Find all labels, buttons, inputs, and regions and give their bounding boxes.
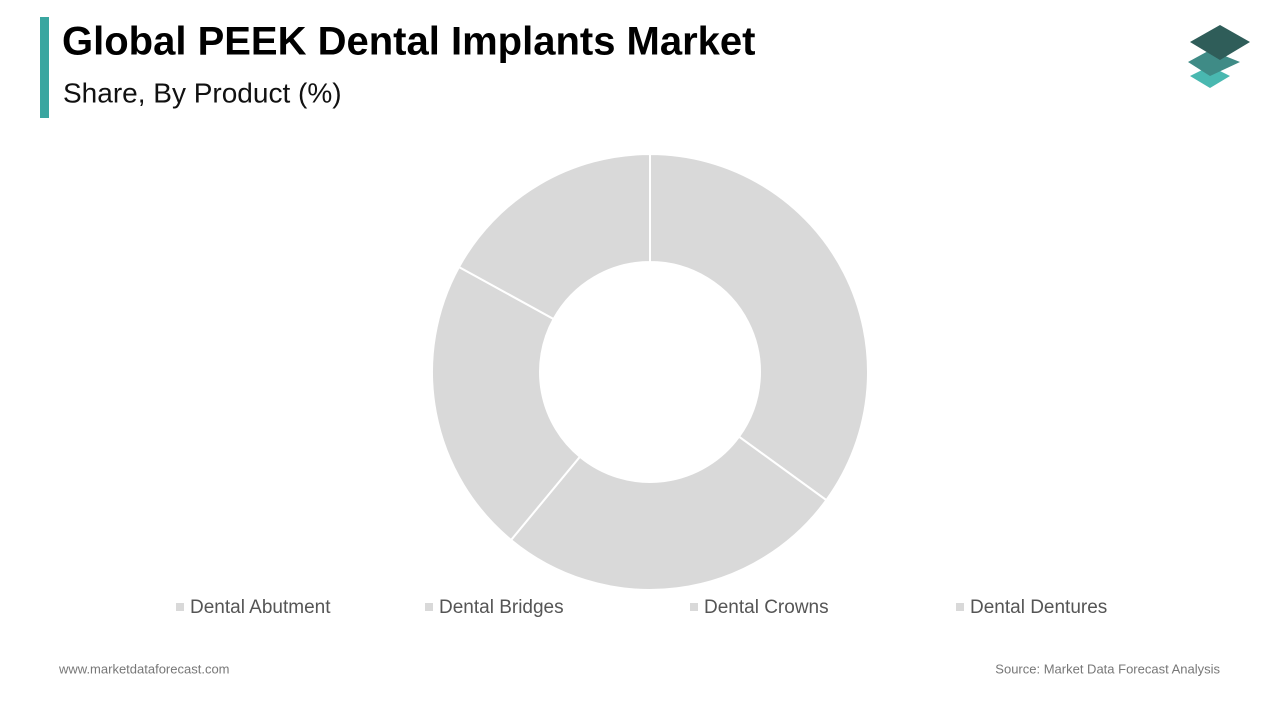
legend-marker [176,603,184,611]
footer-website: www.marketdataforecast.com [58,661,230,676]
legend-label: Dental Dentures [970,597,1107,618]
legend-label: Dental Abutment [190,597,331,618]
title-accent [40,17,49,118]
donut-segment [649,152,869,502]
chart-title: Global PEEK Dental Implants Market [62,20,756,64]
donut-segment [457,152,651,321]
legend-marker [690,603,698,611]
legend-marker [956,603,964,611]
donut-segment [509,435,828,591]
legend-marker [425,603,433,611]
donut-segment [431,265,582,542]
legend-label: Dental Crowns [704,597,829,618]
legend-label: Dental Bridges [439,597,564,618]
chart-subtitle: Share, By Product (%) [63,77,342,108]
logo [1188,25,1250,88]
footer-source: Source: Market Data Forecast Analysis [995,661,1220,676]
